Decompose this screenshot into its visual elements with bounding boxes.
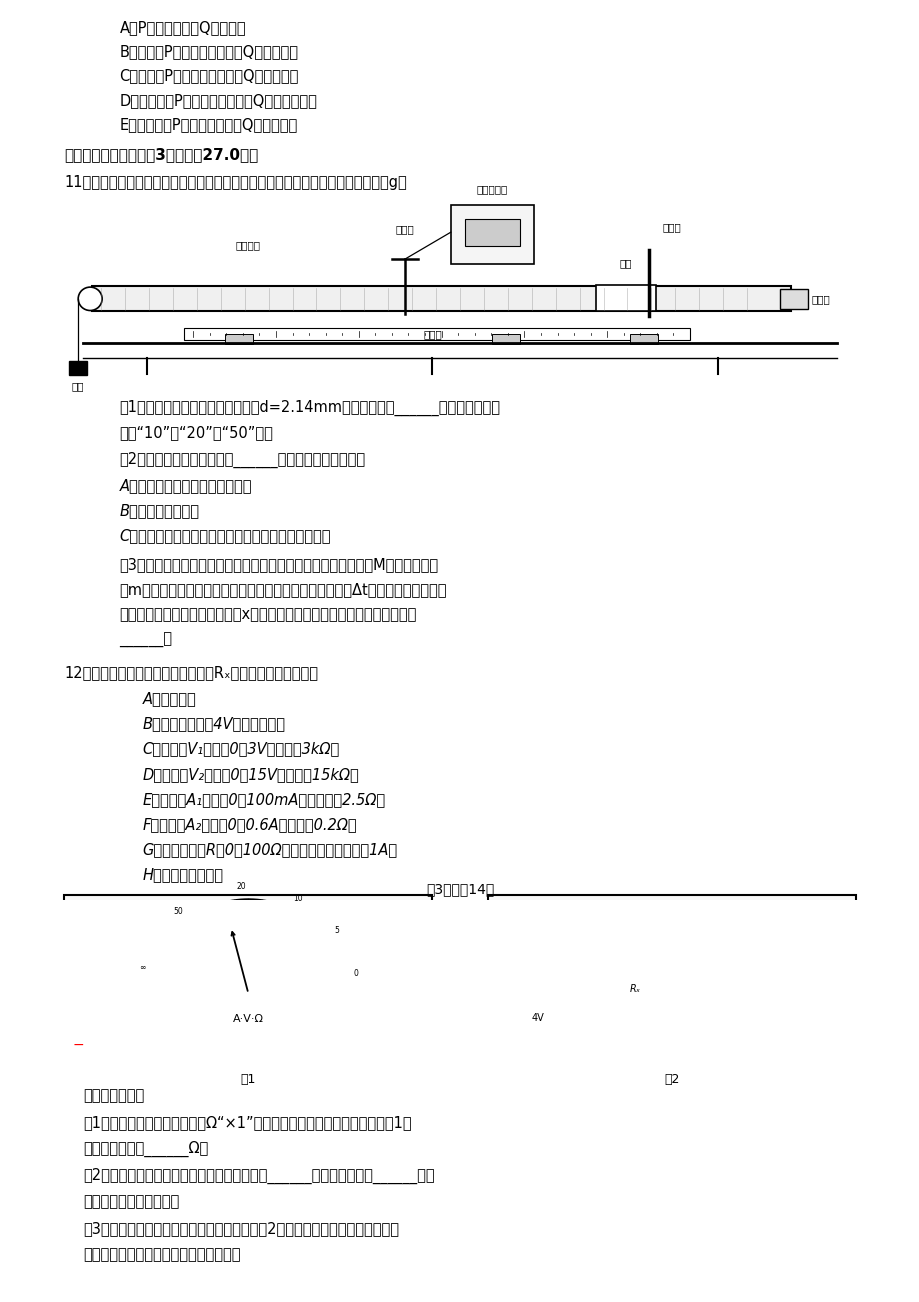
Text: 遮光条: 遮光条 [662,223,680,232]
Bar [496,984,579,1052]
Text: D．电压表V₂（量程0～15V，内阻约15kΩ）: D．电压表V₂（量程0～15V，内阻约15kΩ） [142,767,359,781]
Text: （2）为了尽可能减小测量误差，电压表应选用______，电流表应选用______。（: （2）为了尽可能减小测量误差，电压表应选用______，电流表应选用______… [83,1168,434,1185]
Text: 为m；滑块由静止释放，由数字计时器读出遮光条挡光时间Δt；从刻度尺上读出滑: 为m；滑块由静止释放，由数字计时器读出遮光条挡光时间Δt；从刻度尺上读出滑 [119,582,447,598]
Text: C．水滴对P光的临界角小于对Q光的临界角: C．水滴对P光的临界角小于对Q光的临界角 [119,69,299,83]
Text: A．P光的频率小于Q光的频率: A．P光的频率小于Q光的频率 [119,20,246,35]
Bar [225,333,253,344]
Text: （1）用游标卡尺测量遮光条的宽度d=2.14mm，则所用的是______分度的游标卡尺: （1）用游标卡尺测量遮光条的宽度d=2.14mm，则所用的是______分度的游… [119,400,500,415]
Circle shape [244,990,253,999]
Bar [779,289,807,309]
Text: 5: 5 [335,926,339,935]
Text: （3）按正确操作进行实验，用天平测得滑块与遮光条的总质量为M，钩码的质量: （3）按正确操作进行实验，用天平测得滑块与遮光条的总质量为M，钩码的质量 [119,557,438,572]
Text: 尺度尺: 尺度尺 [423,329,441,339]
Text: H．开关、若干导线: H．开关、若干导线 [142,867,223,883]
Text: G．滑动变阻器R（0～100Ω，允许通过的最大电流1A）: G．滑动变阻器R（0～100Ω，允许通过的最大电流1A） [142,842,397,858]
Text: 20: 20 [236,883,246,892]
Text: A．调整轨道的倾角以平衡摩擦力: A．调整轨道的倾角以平衡摩擦力 [119,478,252,493]
Text: ∞: ∞ [139,962,145,971]
Text: 的瞬间，电压表或电流表不至于被烧坏。: 的瞬间，电压表或电流表不至于被烧坏。 [83,1247,240,1263]
Text: （填“10”、“20”或“50”）。: （填“10”、“20”或“50”）。 [119,424,273,440]
Bar [92,286,790,311]
Text: C．必须满足钩码的质量远小于滑块与遮光条的总质量: C．必须满足钩码的质量远小于滑块与遮光条的总质量 [119,529,331,543]
Bar [596,285,655,310]
Text: −: − [73,1038,84,1052]
Text: E．电流表A₁（量程0～100mA，内阻约为2.5Ω）: E．电流表A₁（量程0～100mA，内阻约为2.5Ω） [142,792,385,807]
Text: B．调整轨道成水平: B．调整轨道成水平 [119,503,199,518]
Bar [64,894,432,1061]
Bar [69,361,87,375]
Bar [450,206,533,264]
Bar [464,219,519,246]
Text: B．水滴对P光的折射率大于对Q光的折射率: B．水滴对P光的折射率大于对Q光的折射率 [119,44,299,59]
Text: C．电压表V₁（量程0～3V，内阻约3kΩ）: C．电压表V₁（量程0～3V，内阻约3kΩ） [142,742,339,756]
Text: E．在水滴中P光传播时间大于Q光传播时间: E．在水滴中P光传播时间大于Q光传播时间 [119,117,298,132]
Text: 请回答下列问题: 请回答下列问题 [83,1088,144,1103]
Text: 0: 0 [353,969,358,978]
Bar [487,894,855,1061]
Text: 块释放时遮光条到光电门的距离x，则合力做的功与滑块动能变化的关系式是: 块释放时遮光条到光电门的距离x，则合力做的功与滑块动能变化的关系式是 [119,608,416,622]
Text: A．多用电表: A．多用电表 [142,691,196,706]
Text: 12．某同学欲准确测量一个未知电阻Rₓ，可提供的器材还有：: 12．某同学欲准确测量一个未知电阻Rₓ，可提供的器材还有： [64,665,318,680]
Text: 11．某同学利用图示实验装置探究做功与滑块动能变化的关系，重力加速度大小为g。: 11．某同学利用图示实验装置探究做功与滑块动能变化的关系，重力加速度大小为g。 [64,174,407,190]
Text: （1）按正确操作，用多用电表Ω“×1”挡测量待测电阻，其指针的示数如图1所: （1）按正确操作，用多用电表Ω“×1”挡测量待测电阻，其指针的示数如图1所 [83,1115,411,1130]
Text: 光电门: 光电门 [395,224,414,234]
Text: ______。: ______。 [119,633,173,648]
Text: 数字计时器: 数字计时器 [476,185,507,194]
Bar [579,971,689,1008]
Text: 10: 10 [293,893,302,902]
Text: 4V: 4V [531,1013,544,1023]
Text: （3）在正确选用器材的情况下，请补充完整图2中实物图的连线，并使开关闭合: （3）在正确选用器材的情况下，请补充完整图2中实物图的连线，并使开关闭合 [83,1221,398,1237]
Text: 50: 50 [174,906,183,915]
Text: 第3页，共14页: 第3页，共14页 [425,883,494,896]
Text: （2）下列实验操作必要的是______（填选项前的字母）：: （2）下列实验操作必要的是______（填选项前的字母）： [119,452,366,467]
Text: Rₓ: Rₓ [629,984,640,995]
Bar [630,333,657,344]
Bar [184,328,689,340]
Text: 接气源: 接气源 [811,294,829,303]
Text: 三、实验题（本大题共3小题，全27.0分）: 三、实验题（本大题共3小题，全27.0分） [64,147,258,161]
Text: 示，则其读数为______Ω。: 示，则其读数为______Ω。 [83,1142,208,1157]
Circle shape [78,288,102,310]
Text: 图2: 图2 [664,1073,678,1086]
Text: 钉码: 钉码 [72,381,85,392]
Bar [492,333,519,344]
Text: F．电流表A₂（量程0～0.6A，内阻约0.2Ω）: F．电流表A₂（量程0～0.6A，内阻约0.2Ω） [142,818,357,832]
Bar [671,904,836,957]
Text: 滑块: 滑块 [618,258,631,268]
Text: 气垫导轨: 气垫导轨 [235,240,261,250]
Text: B．电源（电动势4V，内阻不计）: B．电源（电动势4V，内阻不计） [142,716,285,732]
Bar [561,937,652,960]
Text: 填写仪器前的字母序号）: 填写仪器前的字母序号） [83,1194,179,1210]
Text: A·V·Ω: A·V·Ω [233,1014,264,1023]
Text: 图1: 图1 [241,1073,255,1086]
Text: D．在水滴中P光的传播速度大于Q光的传播速度: D．在水滴中P光的传播速度大于Q光的传播速度 [119,92,317,108]
